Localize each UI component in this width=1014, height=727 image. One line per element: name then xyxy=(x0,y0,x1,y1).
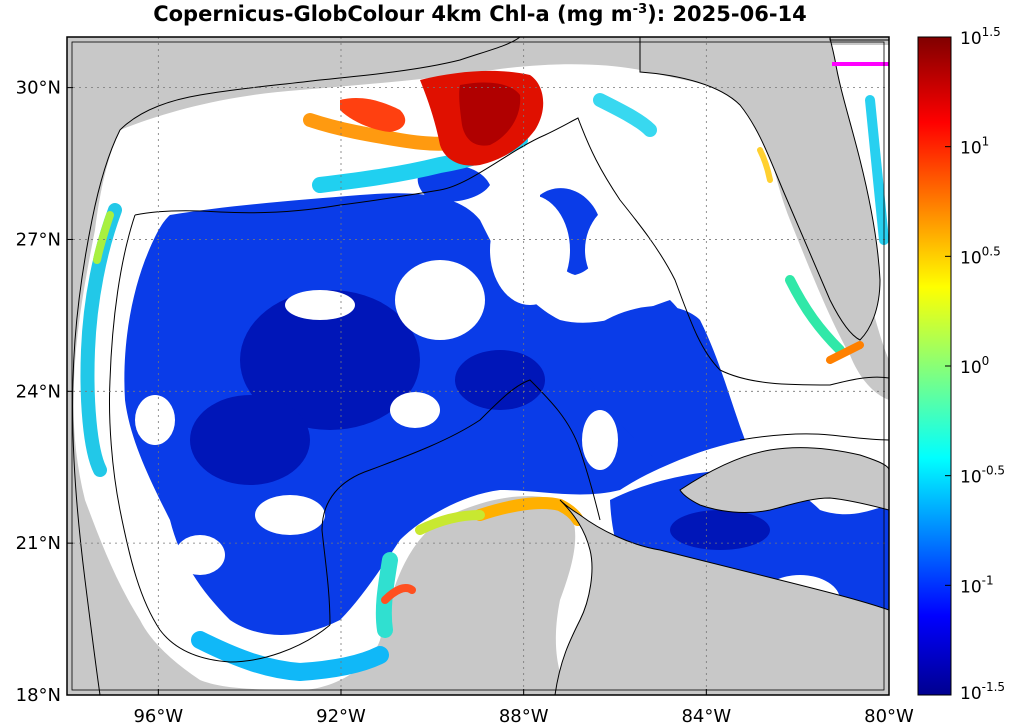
title-suffix: ): 2025-06-14 xyxy=(647,2,807,26)
chlorophyll-very-low-regions xyxy=(190,290,770,550)
land-masses xyxy=(67,37,889,695)
colorbar-tick-label: 10-0.5 xyxy=(960,464,1005,488)
latitude-tick-label: 21°N xyxy=(16,533,61,554)
longitude-labels: 96°W 92°W 88°W 84°W 80°W xyxy=(133,689,914,727)
latitude-tick-label: 18°N xyxy=(16,685,61,706)
colorbar-tick-label: 10-1.5 xyxy=(960,680,1005,704)
boundary-lines xyxy=(108,117,889,663)
title-prefix: Copernicus-GlobColour 4km Chl-a (mg m xyxy=(153,2,633,26)
latitude-tick-label: 27°N xyxy=(16,229,61,250)
colorbar-tick-label: 100.5 xyxy=(960,244,1001,268)
longitude-tick-label: 84°W xyxy=(681,706,731,727)
longitude-tick-label: 92°W xyxy=(316,706,366,727)
longitude-tick-label: 88°W xyxy=(499,706,549,727)
grid-lines xyxy=(67,37,889,695)
title-exponent: -3 xyxy=(632,2,648,17)
colorbar-tick-label: 100 xyxy=(960,354,989,378)
longitude-tick-label: 80°W xyxy=(864,706,914,727)
map-frame-inner xyxy=(71,41,885,691)
latitude-tick-label: 24°N xyxy=(16,381,61,402)
colorbar-tick-label: 101 xyxy=(960,135,989,159)
map-frame xyxy=(66,36,890,696)
longitude-tick-label: 96°W xyxy=(133,706,183,727)
map-title: Copernicus-GlobColour 4km Chl-a (mg m-3)… xyxy=(0,2,960,26)
colorbar: 101.5 101 100.5 100 10-0.5 10-1 10-1.5 xyxy=(917,25,1005,704)
map-area xyxy=(67,37,889,695)
mississippi-plume xyxy=(340,70,544,166)
colorbar-tick-label: 101.5 xyxy=(960,25,1001,49)
colorbar-ticks: 101.5 101 100.5 100 10-0.5 10-1 10-1.5 xyxy=(945,25,1005,704)
latitude-labels: 18°N 21°N 24°N 27°N 30°N xyxy=(16,78,73,706)
latitude-tick-label: 30°N xyxy=(16,78,61,99)
colorbar-tick-label: 10-1 xyxy=(960,573,994,597)
